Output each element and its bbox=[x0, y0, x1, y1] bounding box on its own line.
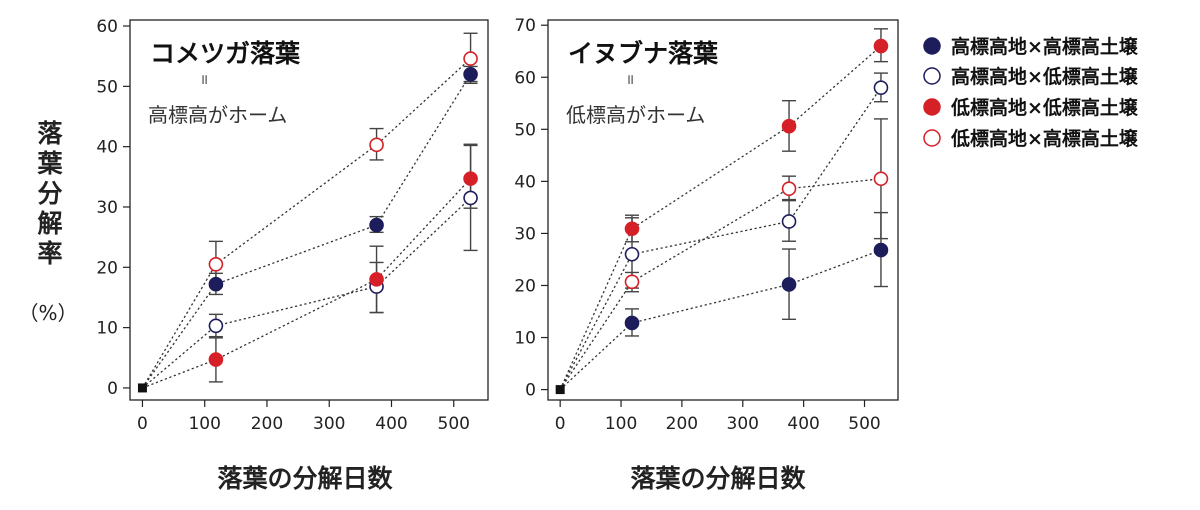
data-point bbox=[369, 217, 384, 233]
chart-panel-komezuga: 0 100 200 300 400 500 0 10 20 30 40 50 60 bbox=[96, 17, 489, 434]
plot-frame bbox=[129, 19, 489, 401]
legend-label: 低標高地×低標高土壌 bbox=[950, 96, 1139, 119]
y-axis-label: 落 葉 分 解 率 （%） bbox=[18, 119, 77, 325]
data-point bbox=[463, 190, 478, 206]
y-label-char: 率 bbox=[37, 239, 62, 268]
x-tick-label: 300 bbox=[727, 414, 759, 434]
y-tick-label: 10 bbox=[96, 319, 118, 339]
series-line bbox=[559, 87, 882, 390]
y-tick-label: 10 bbox=[514, 329, 536, 349]
legend-label: 高標高地×低標高土壌 bbox=[951, 65, 1139, 88]
y-label-char: 解 bbox=[37, 209, 62, 238]
chart-title: イヌブナ落葉 bbox=[568, 39, 719, 68]
legend-marker-red-filled bbox=[923, 98, 941, 116]
x-tick-label: 400 bbox=[375, 414, 407, 434]
y-label-char: 落 bbox=[37, 119, 63, 148]
y-tick-label: 0 bbox=[107, 379, 118, 399]
legend-entry: 高標高地×高標高土壌 bbox=[923, 35, 1139, 58]
data-point bbox=[463, 171, 478, 186]
legend-marker-navy-open bbox=[923, 67, 941, 85]
x-tick-label: 300 bbox=[313, 414, 345, 434]
x-tick-label: 0 bbox=[555, 414, 566, 434]
x-tick-label: 500 bbox=[848, 414, 880, 434]
subtitle-equals-mark: ॥ bbox=[626, 72, 634, 88]
data-point bbox=[208, 318, 224, 334]
data-point bbox=[781, 214, 797, 229]
data-point bbox=[208, 256, 224, 272]
legend-label: 高標高地×高標高土壌 bbox=[951, 35, 1139, 58]
data-point bbox=[873, 242, 889, 258]
series-line bbox=[559, 178, 882, 390]
chart-subtitle: 低標高がホーム bbox=[566, 103, 705, 127]
x-tick-label: 0 bbox=[137, 414, 148, 434]
y-tick-label: 30 bbox=[96, 198, 118, 218]
data-point bbox=[624, 315, 640, 331]
data-point bbox=[624, 221, 640, 237]
subtitle-equals-mark: ॥ bbox=[200, 72, 208, 88]
data-point bbox=[463, 66, 478, 82]
y-tick-label: 70 bbox=[514, 16, 536, 36]
data-point bbox=[208, 276, 224, 292]
data-point bbox=[873, 38, 889, 54]
data-point bbox=[873, 80, 889, 95]
origin-point bbox=[137, 383, 147, 393]
x-tick-label: 400 bbox=[787, 414, 819, 434]
x-tick-label: 200 bbox=[666, 414, 698, 434]
x-tick-label: 500 bbox=[438, 414, 470, 434]
y-tick-label: 20 bbox=[514, 276, 536, 296]
x-tick-label: 200 bbox=[251, 414, 283, 434]
data-point bbox=[624, 274, 640, 290]
legend-entry: 高標高地×低標高土壌 bbox=[923, 65, 1139, 88]
x-axis-label: 落葉の分解日数 bbox=[217, 464, 393, 493]
series-line bbox=[142, 197, 472, 389]
x-tick-label: 100 bbox=[188, 414, 220, 434]
legend-entry: 低標高地×低標高土壌 bbox=[923, 96, 1139, 119]
data-point bbox=[781, 118, 797, 134]
series-line bbox=[141, 73, 472, 389]
legend-marker-navy-filled bbox=[923, 37, 941, 55]
chart-panel-inubuna: 0 100 200 300 400 500 0 10 20 30 40 50 60 70 bbox=[514, 16, 899, 434]
y-tick-label: 60 bbox=[96, 17, 118, 37]
y-tick-label: 30 bbox=[514, 224, 536, 244]
series-line bbox=[142, 178, 472, 389]
data-point bbox=[369, 272, 384, 287]
chart-subtitle: 高標高がホーム bbox=[148, 103, 287, 127]
legend-entry: 低標高地×高標高土壌 bbox=[923, 127, 1139, 150]
y-label-char: 葉 bbox=[36, 149, 63, 178]
legend-label: 低標高地×高標高土壌 bbox=[950, 127, 1139, 150]
y-tick-label: 0 bbox=[525, 381, 536, 401]
y-label-char: 分 bbox=[37, 179, 62, 208]
data-point bbox=[873, 171, 889, 187]
data-point bbox=[369, 137, 384, 153]
y-tick-label: 40 bbox=[514, 172, 536, 192]
y-tick-label: 60 bbox=[514, 68, 536, 88]
x-axis-label: 落葉の分解日数 bbox=[630, 464, 806, 493]
y-tick-label: 50 bbox=[96, 77, 118, 97]
y-tick-label: 40 bbox=[96, 138, 118, 158]
data-point bbox=[781, 277, 797, 292]
y-label-unit: （%） bbox=[18, 301, 77, 325]
data-point bbox=[781, 181, 797, 196]
chart-title: コメツガ落葉 bbox=[150, 39, 301, 68]
series-line bbox=[559, 45, 882, 390]
legend: 高標高地×高標高土壌 高標高地×低標高土壌 低標高地×低標高土壌 低標高地×高標… bbox=[923, 35, 1139, 150]
series-line bbox=[559, 249, 882, 391]
data-point bbox=[208, 352, 224, 367]
data-point bbox=[463, 51, 478, 66]
y-tick-label: 50 bbox=[514, 120, 536, 140]
y-tick-label: 20 bbox=[96, 258, 118, 278]
data-point bbox=[624, 246, 640, 262]
x-tick-label: 100 bbox=[605, 414, 637, 434]
plot-frame bbox=[547, 19, 899, 401]
origin-point bbox=[555, 385, 565, 395]
legend-marker-red-open bbox=[923, 129, 941, 147]
